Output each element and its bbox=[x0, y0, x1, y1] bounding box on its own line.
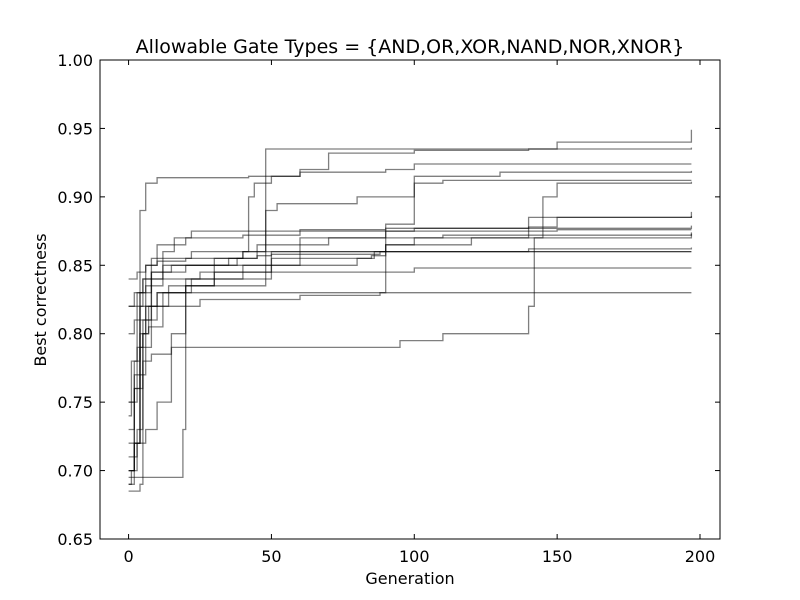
y-tick-label: 0.90 bbox=[57, 188, 93, 207]
x-tick-label: 0 bbox=[123, 547, 133, 566]
x-tick-label: 200 bbox=[685, 547, 716, 566]
series-line-13 bbox=[128, 232, 693, 479]
y-tick-label: 0.85 bbox=[57, 256, 93, 275]
chart-title: Allowable Gate Types = {AND,OR,XOR,NAND,… bbox=[136, 36, 685, 58]
axis-ticks: 0 50 100 150 200 0.65 0.70 0.75 0.80 0.85 0.90 0.95… bbox=[57, 51, 720, 566]
series-line-11 bbox=[128, 147, 693, 403]
series-line-16 bbox=[128, 250, 692, 307]
plot-area bbox=[99, 59, 721, 540]
x-tick-label: 150 bbox=[542, 547, 573, 566]
series-line-1 bbox=[128, 211, 693, 417]
series-line-15 bbox=[128, 247, 693, 403]
series-line-12 bbox=[128, 179, 692, 458]
y-tick-label: 0.75 bbox=[57, 393, 93, 412]
x-axis-title: Generation bbox=[365, 569, 454, 588]
y-tick-label: 1.00 bbox=[57, 51, 93, 70]
y-tick-label: 0.65 bbox=[57, 530, 93, 549]
series-line-14 bbox=[128, 170, 693, 431]
y-tick-label: 0.80 bbox=[57, 325, 93, 344]
series-line-17 bbox=[128, 216, 693, 472]
series-lines bbox=[128, 129, 693, 492]
y-tick-label: 0.70 bbox=[57, 462, 93, 481]
y-axis-title: Best correctness bbox=[31, 233, 50, 366]
x-tick-label: 50 bbox=[261, 547, 281, 566]
series-line-6 bbox=[128, 267, 692, 485]
series-line-4 bbox=[128, 225, 693, 472]
x-tick-label: 100 bbox=[399, 547, 430, 566]
series-line-7 bbox=[128, 292, 692, 485]
y-tick-label: 0.95 bbox=[57, 119, 93, 138]
